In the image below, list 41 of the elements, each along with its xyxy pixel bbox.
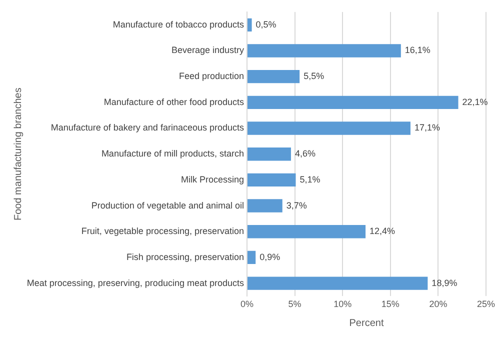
- x-tick-label: 10%: [334, 299, 352, 310]
- bar: [248, 199, 282, 212]
- data-label: 17,1%: [414, 122, 440, 133]
- y-tick-label: Feed production: [178, 71, 244, 82]
- y-tick-label: Manufacture of bakery and farinaceous products: [50, 122, 244, 133]
- data-label: 18,9%: [432, 278, 458, 288]
- y-tick-label: Meat processing, preserving, producing meat products: [26, 278, 244, 288]
- data-label: 22,1%: [462, 96, 488, 107]
- y-tick-label: Milk Processing: [180, 174, 244, 184]
- bar: [248, 70, 300, 84]
- y-tick-label: Manufacture of mill products, starch: [101, 148, 244, 159]
- bar: [248, 44, 401, 58]
- x-tick-label: 20%: [429, 299, 448, 310]
- bar: [248, 96, 458, 110]
- data-label: 16,1%: [404, 45, 430, 56]
- y-tick-label: Fish processing, preservation: [126, 252, 244, 262]
- bar: [248, 148, 291, 161]
- y-axis-title: Food manufacturing branches: [12, 88, 24, 221]
- data-label: 5,5%: [304, 71, 324, 82]
- y-tick-label: Manufacture of other food products: [104, 96, 244, 107]
- bar: [248, 225, 366, 238]
- bar: [248, 18, 252, 32]
- bar: [248, 276, 428, 290]
- x-axis-title: Percent: [349, 318, 384, 329]
- bar: [248, 173, 296, 187]
- y-tick-label: Beverage industry: [171, 45, 244, 56]
- x-tick-label: 15%: [381, 299, 400, 310]
- y-tick-label: Manufacture of tobacco products: [112, 19, 244, 30]
- data-label: 0,9%: [260, 252, 280, 262]
- data-label: 0,5%: [256, 19, 276, 30]
- data-label: 4,6%: [294, 148, 316, 159]
- y-tick-label: Production of vegetable and animal oil: [91, 200, 244, 210]
- data-label: 3,7%: [286, 200, 307, 210]
- y-tick-label: Fruit, vegetable processing, preservation: [81, 226, 244, 236]
- data-label: 5,1%: [300, 174, 320, 184]
- x-tick-label: 5%: [288, 299, 302, 310]
- x-tick-label: 0%: [240, 299, 254, 310]
- x-tick-label: 25%: [476, 299, 496, 310]
- bar: [248, 122, 410, 135]
- data-label: 12,4%: [370, 226, 396, 236]
- bar: [248, 250, 256, 264]
